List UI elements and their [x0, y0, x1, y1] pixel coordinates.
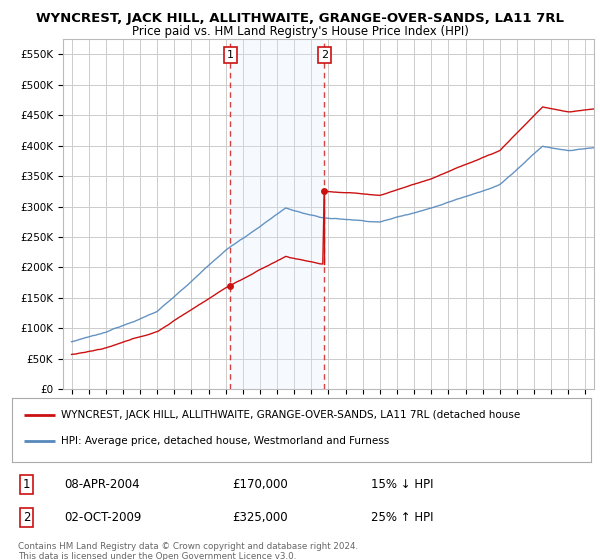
Text: Contains HM Land Registry data © Crown copyright and database right 2024.
This d: Contains HM Land Registry data © Crown c…: [18, 542, 358, 560]
Text: £170,000: £170,000: [232, 478, 288, 491]
Text: Price paid vs. HM Land Registry's House Price Index (HPI): Price paid vs. HM Land Registry's House …: [131, 25, 469, 38]
Text: 15% ↓ HPI: 15% ↓ HPI: [371, 478, 433, 491]
Text: 1: 1: [227, 50, 234, 60]
Text: 02-OCT-2009: 02-OCT-2009: [64, 511, 142, 524]
Text: £325,000: £325,000: [232, 511, 287, 524]
Text: 08-APR-2004: 08-APR-2004: [64, 478, 140, 491]
Text: 1: 1: [23, 478, 30, 491]
Text: HPI: Average price, detached house, Westmorland and Furness: HPI: Average price, detached house, West…: [61, 436, 389, 446]
Text: WYNCREST, JACK HILL, ALLITHWAITE, GRANGE-OVER-SANDS, LA11 7RL (detached house: WYNCREST, JACK HILL, ALLITHWAITE, GRANGE…: [61, 410, 520, 420]
Text: 2: 2: [320, 50, 328, 60]
Text: WYNCREST, JACK HILL, ALLITHWAITE, GRANGE-OVER-SANDS, LA11 7RL: WYNCREST, JACK HILL, ALLITHWAITE, GRANGE…: [36, 12, 564, 25]
Text: 25% ↑ HPI: 25% ↑ HPI: [371, 511, 433, 524]
Bar: [230, 39, 324, 389]
Text: 2: 2: [23, 511, 30, 524]
